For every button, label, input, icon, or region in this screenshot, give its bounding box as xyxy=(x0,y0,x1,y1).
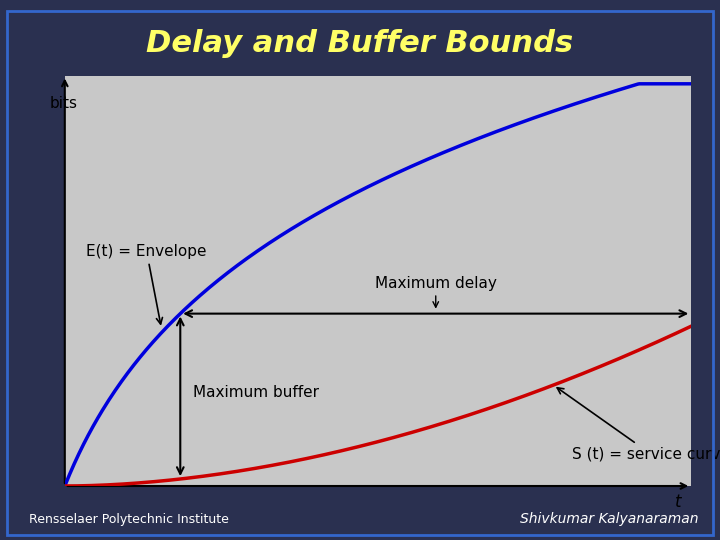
Text: E(t) = Envelope: E(t) = Envelope xyxy=(86,244,207,324)
Text: S (t) = service curve: S (t) = service curve xyxy=(557,388,720,462)
Text: t: t xyxy=(675,492,682,510)
Text: Rensselaer Polytechnic Institute: Rensselaer Polytechnic Institute xyxy=(29,514,229,526)
Text: Shivkumar Kalyanaraman: Shivkumar Kalyanaraman xyxy=(520,512,698,526)
Text: Maximum buffer: Maximum buffer xyxy=(193,384,319,400)
Text: Delay and Buffer Bounds: Delay and Buffer Bounds xyxy=(146,29,574,58)
Text: Maximum delay: Maximum delay xyxy=(375,276,497,291)
Text: bits: bits xyxy=(49,96,77,111)
